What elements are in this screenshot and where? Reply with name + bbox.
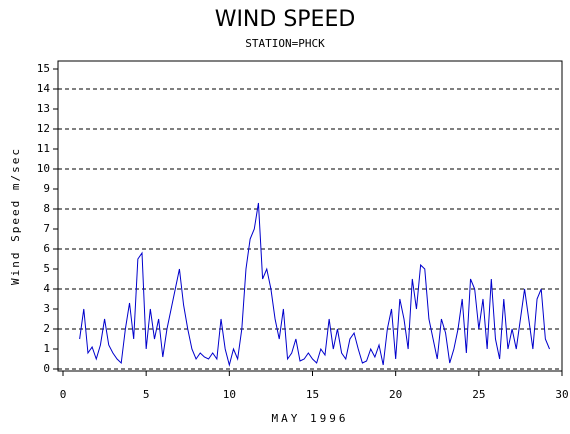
y-tick-label: 0 [43, 362, 50, 375]
x-axis-label: MAY 1996 [272, 412, 349, 425]
y-tick-label: 13 [37, 102, 50, 115]
y-tick-label: 9 [43, 182, 50, 195]
data-line [79, 202, 550, 367]
y-tick-label: 10 [37, 162, 50, 175]
plot-frame [57, 60, 563, 372]
y-tick-label: 1 [43, 342, 50, 355]
y-tick-label: 14 [37, 82, 51, 95]
y-tick-label: 4 [43, 282, 50, 295]
x-tick-label: 30 [555, 388, 568, 401]
x-tick-label: 20 [389, 388, 402, 401]
y-tick-label: 3 [43, 302, 50, 315]
y-tick-label: 11 [37, 142, 50, 155]
x-tick-label: 25 [472, 388, 485, 401]
y-tick-label: 15 [37, 62, 50, 75]
y-tick-label: 7 [43, 222, 50, 235]
y-tick-label: 2 [43, 322, 50, 335]
x-tick-label: 0 [60, 388, 67, 401]
x-tick-label: 15 [306, 388, 319, 401]
y-axis-label: Wind Speed m/sec [9, 147, 22, 285]
chart-title: WIND SPEED [215, 7, 356, 32]
y-tick-label: 6 [43, 242, 50, 255]
x-tick-label: 5 [143, 388, 150, 401]
y-tick-label: 5 [43, 262, 50, 275]
y-tick-label: 8 [43, 202, 50, 215]
chart-subtitle: STATION=PHCK [245, 37, 325, 50]
y-tick-label: 12 [37, 122, 50, 135]
x-tick-label: 10 [223, 388, 236, 401]
